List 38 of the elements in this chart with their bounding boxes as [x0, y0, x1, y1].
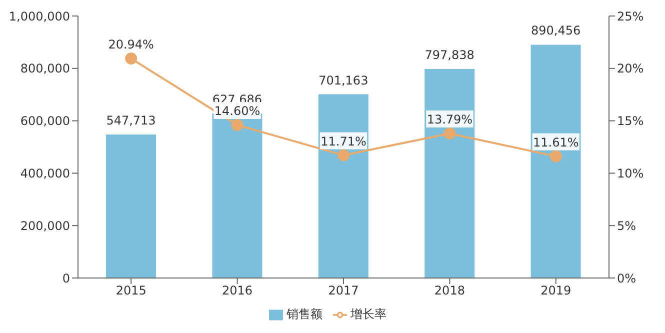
x-tick-label: 2017	[328, 284, 359, 298]
data-label: 14.60%	[214, 104, 260, 118]
bar	[212, 114, 262, 278]
data-label: 13.79%	[426, 112, 473, 126]
data-label: 890,456	[530, 24, 581, 38]
y2-tick-label: 25%	[617, 9, 644, 24]
x-tick-label: 2019	[540, 284, 572, 298]
point	[125, 52, 138, 65]
data-label: 547,713	[106, 114, 156, 128]
x-tick-label: 2015	[116, 284, 146, 298]
x-tick-label: 2016	[222, 284, 253, 298]
y-tick-label: 0	[62, 271, 70, 286]
y2-tick-label: 10%	[617, 166, 644, 180]
point	[444, 127, 456, 140]
y2-tick-label: 15%	[617, 114, 644, 128]
data-label: 11.71%	[320, 134, 366, 148]
x-tick-label: 2018	[434, 284, 465, 298]
legend-label: 销售额	[286, 307, 322, 321]
bar	[318, 94, 368, 278]
point	[550, 150, 562, 162]
data-label: 797,838	[424, 48, 474, 62]
y-tick-label: 400,000	[20, 166, 70, 180]
y2-tick-label: 20%	[617, 62, 644, 76]
data-label: 11.61%	[533, 135, 579, 150]
data-label: 701,163	[318, 73, 368, 88]
point	[338, 149, 350, 162]
y2-tick-label: 0%	[617, 271, 636, 286]
y-tick-label: 200,000	[20, 218, 70, 233]
data-label: 20.94%	[108, 38, 154, 52]
y-tick-label: 600,000	[20, 114, 70, 128]
bar	[106, 134, 156, 278]
y2-tick-label: 5%	[617, 218, 636, 233]
legend-label: 增长率	[350, 307, 386, 321]
y-tick-label: 1,000,000	[8, 9, 70, 24]
bar	[424, 68, 475, 278]
bar	[530, 44, 581, 278]
point	[231, 118, 244, 131]
y-tick-label: 800,000	[20, 62, 70, 76]
